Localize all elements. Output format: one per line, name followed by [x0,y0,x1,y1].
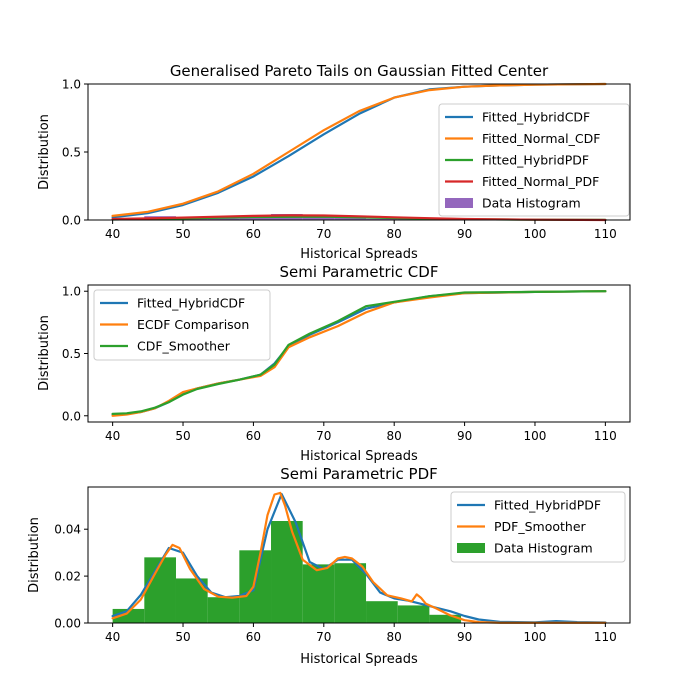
histogram-bar [334,216,367,220]
x-tick-label: 60 [246,227,261,241]
histogram-bar [207,597,240,623]
x-tick-label: 110 [594,429,617,443]
histogram-bar [207,218,240,220]
histogram-bar [366,218,398,220]
x-tick-label: 40 [105,227,120,241]
y-axis-label: Distribution [27,517,42,593]
legend-label: Data Histogram [482,196,581,211]
series-lines [111,290,607,417]
series-line-pdf-smoother [111,491,607,624]
x-tick-label: 50 [175,429,190,443]
legend-label: Fitted_Normal_CDF [482,131,600,146]
chart-title: Generalised Pareto Tails on Gaussian Fit… [170,62,549,80]
histogram-bar [302,564,335,623]
y-ticks: 0.00 0.02 0.04 [54,523,88,631]
histogram-bar [334,563,367,623]
y-tick-label: 0.5 [62,146,81,160]
series-line-cdf-smoother [111,290,607,415]
x-tick-label: 70 [316,630,331,644]
x-tick-label: 80 [387,227,402,241]
histogram-bar [429,614,462,623]
x-tick-label: 90 [457,429,472,443]
legend-label: Fitted_Normal_PDF [482,174,599,189]
legend-label: PDF_Smoother [494,519,587,534]
legend-swatch [445,198,473,208]
legend: Fitted_HybridCDF Fitted_Normal_CDF Fitted_… [438,103,630,217]
axes-semi-parametric-cdf: 40 50 60 70 80 90 100 110 0.0 0.5 1.0 Semi Parame… [37,263,631,464]
y-tick-label: 0.04 [54,523,81,537]
x-tick-label: 80 [387,630,402,644]
legend-swatch [457,543,485,553]
y-axis-label: Distribution [37,114,52,190]
y-tick-label: 1.0 [62,285,81,299]
series-line-fitted-normal-pdf [111,214,607,222]
y-ticks: 0.0 0.5 1.0 [62,78,88,228]
x-axis-label: Historical Spreads [300,247,418,262]
y-axis-label: Distribution [37,315,52,391]
legend-label: CDF_Smoother [137,339,231,354]
y-tick-label: 1.0 [62,78,81,92]
legend-box [450,491,626,563]
x-tick-label: 100 [524,630,547,644]
x-ticks: 40 50 60 70 80 90 100 110 [105,623,617,644]
x-tick-label: 100 [524,227,547,241]
x-tick-label: 60 [246,630,261,644]
legend-label: Fitted_HybridCDF [482,110,590,125]
y-tick-label: 0.5 [62,347,81,361]
legend-box [438,103,630,217]
histogram-bar [397,605,430,623]
x-tick-label: 40 [105,429,120,443]
histogram-bar [271,521,303,623]
histogram-bar [302,216,335,220]
series-line-fitted-normal-cdf [111,82,607,217]
x-tick-label: 100 [524,429,547,443]
x-tick-label: 80 [387,429,402,443]
series-lines [111,491,607,624]
x-tick-label: 110 [594,227,617,241]
legend-label: Fitted_HybridCDF [137,296,245,311]
legend-label: ECDF Comparison [137,317,249,332]
legend-label: Data Histogram [494,541,593,556]
axes-frame [87,486,631,624]
histogram-bar [144,557,176,623]
x-tick-label: 50 [175,630,190,644]
legend: Fitted_HybridPDF PDF_Smoother Data Histogr… [450,491,626,563]
x-tick-label: 90 [457,630,472,644]
y-tick-label: 0.00 [54,617,81,631]
histogram-bar [175,578,208,623]
legend: Fitted_HybridCDF ECDF Comparison CDF_Smoot… [93,289,271,361]
x-ticks: 40 50 60 70 80 90 100 110 [105,422,617,443]
x-tick-label: 50 [175,227,190,241]
x-tick-label: 60 [246,429,261,443]
x-axis-label: Historical Spreads [300,652,418,667]
y-tick-label: 0.0 [62,409,81,423]
chart-title: Semi Parametric PDF [280,465,438,483]
chart-title: Semi Parametric CDF [280,263,439,281]
legend-label: Fitted_HybridPDF [482,153,589,168]
x-tick-label: 110 [594,630,617,644]
y-tick-label: 0.02 [54,570,81,584]
legend-label: Fitted_HybridPDF [494,498,601,513]
x-tick-label: 40 [105,630,120,644]
x-tick-label: 90 [457,227,472,241]
x-tick-label: 70 [316,227,331,241]
axes-semi-parametric-pdf: 40 50 60 70 80 90 100 110 0.00 0.02 0.04 Semi Par… [27,465,631,667]
legend-box [93,289,271,361]
x-tick-label: 70 [316,429,331,443]
axes-cdf-pdf-overview: 40 50 60 70 80 90 100 110 0.0 0.5 1.0 Generalised… [37,62,631,262]
x-axis-label: Historical Spreads [300,449,418,464]
histogram-bar [397,218,430,220]
x-ticks: 40 50 60 70 80 90 100 110 [105,220,617,241]
y-ticks: 0.0 0.5 1.0 [62,285,88,423]
data-histogram [112,521,462,623]
y-tick-label: 0.0 [62,214,81,228]
histogram-bar [366,601,398,623]
